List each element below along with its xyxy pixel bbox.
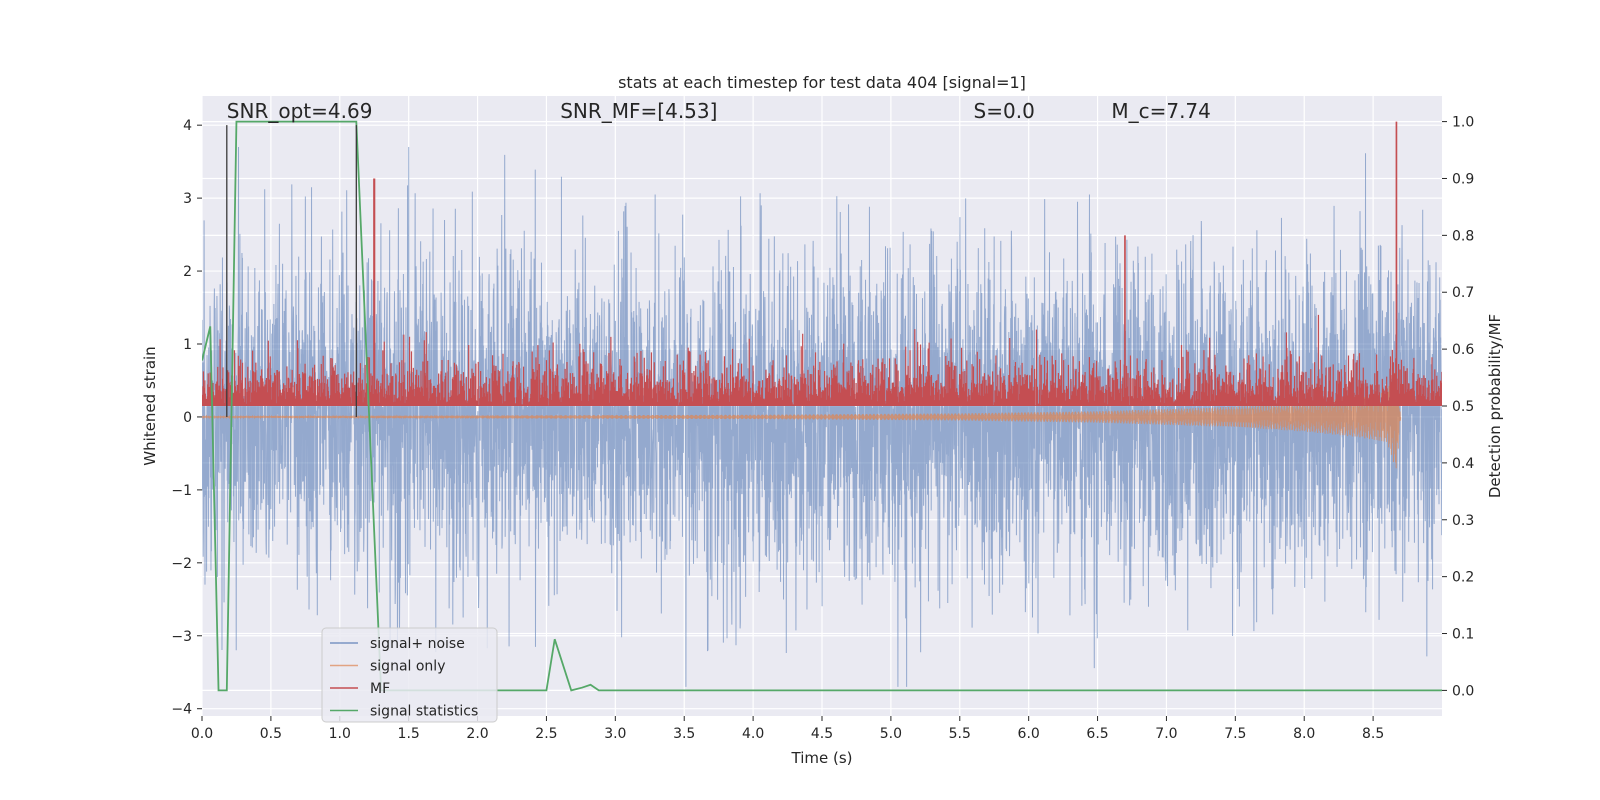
x-tick-label: 7.5	[1224, 726, 1246, 742]
legend-box	[321, 627, 498, 723]
y2-axis-label: Detection probability/MF	[1486, 314, 1504, 498]
series-signal-only	[202, 364, 1402, 469]
y2-tick-label: 0.2	[1452, 570, 1474, 586]
y-tick-label: 2	[183, 264, 192, 280]
y-tick-label: 4	[183, 118, 192, 134]
y2-tick-label: 0.5	[1452, 399, 1474, 415]
x-tick-label: 1.5	[398, 726, 420, 742]
x-tick-label: 0.0	[191, 726, 213, 742]
y-tick-label: 3	[183, 191, 192, 207]
y2-tick-label: 0.8	[1452, 228, 1474, 244]
x-tick-label: 6.5	[1086, 726, 1108, 742]
y2-tick-label: 0.9	[1452, 171, 1474, 187]
legend-label: signal+ noise	[370, 636, 465, 652]
legend-label: MF	[370, 681, 390, 697]
y-tick-label: −4	[171, 702, 192, 718]
y-axis-label: Whitened strain	[141, 346, 159, 465]
x-tick-label: 8.5	[1362, 726, 1384, 742]
x-tick-label: 5.0	[880, 726, 902, 742]
x-tick-label: 7.0	[1155, 726, 1177, 742]
x-tick-label: 2.0	[466, 726, 488, 742]
y2-tick-label: 1.0	[1452, 115, 1474, 131]
x-tick-label: 2.5	[535, 726, 557, 742]
x-axis: 0.0 0.5 1.0 1.5 2.0 2.5 3.0 3.5 4.0 4.5 5.0 5.5 6.0 6…	[191, 716, 1384, 742]
y-tick-label: 1	[183, 337, 192, 353]
annotation-mc-value: M_c=7.74	[1111, 99, 1211, 123]
annotation-snr-mf: SNR_MF=[4.53]	[560, 99, 717, 123]
annotation-snr-opt: SNR_opt=4.69	[227, 99, 373, 123]
x-tick-label: 4.5	[811, 726, 833, 742]
legend-label: signal only	[370, 659, 445, 675]
x-tick-label: 8.0	[1293, 726, 1315, 742]
x-axis-label: Time (s)	[791, 749, 853, 767]
y2-tick-label: 0.1	[1452, 627, 1474, 643]
x-tick-label: 4.0	[742, 726, 764, 742]
chart-title: stats at each timestep for test data 404…	[618, 73, 1026, 92]
x-tick-label: 6.0	[1018, 726, 1040, 742]
legend-label: signal statistics	[370, 704, 478, 720]
y-axis-right: 0.0 0.1 0.2 0.3 0.4 0.5 0.6 0.7 0.8 0.9 1.0	[1442, 115, 1474, 699]
x-tick-label: 3.5	[673, 726, 695, 742]
x-tick-label: 0.5	[260, 726, 282, 742]
annotation-s-value: S=0.0	[974, 99, 1035, 123]
y2-tick-label: 0.6	[1452, 342, 1474, 358]
y2-tick-label: 0.4	[1452, 456, 1474, 472]
y-tick-label: −1	[171, 483, 192, 499]
y-tick-label: −3	[171, 629, 192, 645]
y-axis-left: −4 −3 −2 −1 0 1 2 3 4	[171, 118, 202, 718]
annotation-layer: SNR_opt=4.69 SNR_MF=[4.53] S=0.0 M_c=7.74	[227, 99, 1211, 123]
legend: signal+ noise signal only MF signal statist…	[321, 627, 498, 723]
series-mf	[202, 121, 1442, 406]
y-tick-label: −2	[171, 556, 192, 572]
series-signal-noise	[202, 147, 1442, 687]
y2-tick-label: 0.0	[1452, 683, 1474, 699]
x-tick-label: 1.0	[329, 726, 351, 742]
y-tick-label: 0	[183, 410, 192, 426]
y2-tick-label: 0.3	[1452, 513, 1474, 529]
x-tick-label: 3.0	[604, 726, 626, 742]
y2-tick-label: 0.7	[1452, 285, 1474, 301]
x-tick-label: 5.5	[949, 726, 971, 742]
